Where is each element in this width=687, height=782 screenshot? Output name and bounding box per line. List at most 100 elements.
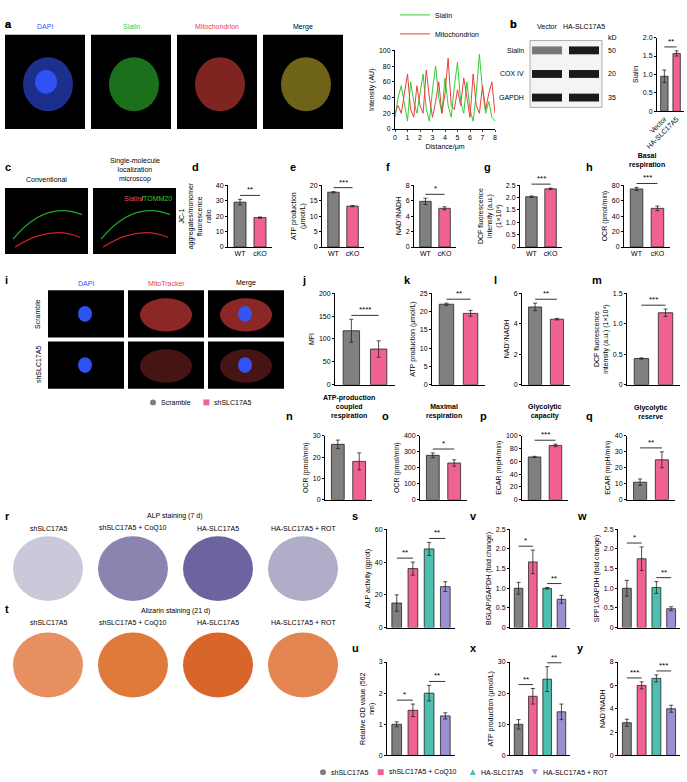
svg-text:p: p: [480, 410, 487, 422]
svg-text:ATP production (μmol/L): ATP production (μmol/L): [409, 301, 417, 376]
svg-text:**: **: [668, 37, 674, 46]
svg-text:ATP production (μmol/L): ATP production (μmol/L): [487, 671, 495, 746]
svg-text:x: x: [470, 642, 477, 654]
svg-text:ECAR (mpH/min): ECAR (mpH/min): [604, 441, 612, 495]
svg-text:a: a: [5, 18, 12, 30]
svg-text:0: 0: [610, 752, 614, 759]
svg-text:**: **: [648, 438, 654, 447]
svg-text:h: h: [586, 161, 593, 173]
svg-text:20: 20: [216, 213, 224, 220]
svg-text:10: 10: [420, 345, 428, 352]
svg-text:1.0: 1.0: [643, 71, 653, 78]
svg-text:0: 0: [379, 752, 383, 759]
svg-text:50: 50: [323, 358, 331, 365]
svg-text:100: 100: [319, 335, 331, 342]
svg-text:NAD⁺/NADH: NAD⁺/NADH: [503, 320, 510, 359]
svg-text:60: 60: [375, 526, 383, 533]
svg-text:NAD⁺/NADH: NAD⁺/NADH: [599, 689, 606, 728]
svg-text:2.0: 2.0: [496, 545, 506, 552]
svg-text:cKO: cKO: [544, 250, 558, 257]
svg-text:0: 0: [314, 243, 318, 250]
svg-text:1.0: 1.0: [604, 585, 614, 592]
svg-text:5: 5: [456, 134, 460, 141]
svg-text:30: 30: [615, 448, 623, 455]
svg-text:0.5: 0.5: [496, 604, 506, 611]
svg-text:1.5: 1.5: [496, 565, 506, 572]
svg-text:Merge: Merge: [293, 23, 313, 31]
svg-text:0: 0: [649, 108, 653, 115]
svg-text:**: **: [434, 528, 440, 537]
svg-text:15: 15: [310, 197, 318, 204]
svg-text:MFI: MFI: [308, 333, 315, 345]
svg-text:shSLC17A5: shSLC17A5: [30, 619, 67, 626]
svg-text:0: 0: [387, 125, 391, 132]
svg-text:cKO: cKO: [346, 250, 360, 257]
svg-text:200: 200: [404, 464, 416, 471]
svg-text:r: r: [5, 510, 10, 522]
svg-text:20: 20: [310, 182, 318, 189]
svg-text:Scramble: Scramble: [34, 299, 41, 329]
svg-text:Intensity (AU): Intensity (AU): [368, 69, 376, 111]
svg-text:k: k: [404, 274, 411, 286]
svg-text:80: 80: [612, 182, 620, 189]
svg-text:SPP1/GAPDH (fold change): SPP1/GAPDH (fold change): [593, 535, 601, 623]
svg-text:150: 150: [319, 313, 331, 320]
svg-text:0.5: 0.5: [613, 351, 623, 358]
svg-text:OCR (pmol/min): OCR (pmol/min): [302, 443, 310, 494]
svg-text:0: 0: [220, 243, 224, 250]
svg-text:Basalrespiration: Basalrespiration: [629, 152, 665, 169]
svg-text:Mitochondrion: Mitochondrion: [195, 23, 239, 30]
svg-text:***: ***: [541, 430, 550, 439]
svg-text:**: **: [551, 653, 557, 662]
svg-text:30: 30: [498, 658, 506, 665]
svg-text:f: f: [386, 161, 390, 173]
svg-text:15: 15: [420, 326, 428, 333]
svg-text:40: 40: [216, 182, 224, 189]
svg-text:DAPI: DAPI: [37, 23, 53, 30]
svg-text:m: m: [592, 274, 602, 286]
svg-text:1.5: 1.5: [613, 290, 623, 297]
svg-text:**: **: [551, 574, 557, 583]
svg-text:20: 20: [375, 591, 383, 598]
svg-text:a: a: [5, 18, 12, 30]
svg-text:20: 20: [313, 454, 321, 461]
svg-text:HA-SLC17A5: HA-SLC17A5: [197, 525, 239, 532]
svg-text:0: 0: [512, 243, 516, 250]
svg-text:6: 6: [468, 134, 472, 141]
svg-text:1: 1: [406, 134, 410, 141]
svg-text:0: 0: [412, 496, 416, 503]
svg-text:0: 0: [514, 496, 518, 503]
svg-text:s: s: [352, 510, 358, 522]
svg-text:HA-SLC17A5: HA-SLC17A5: [645, 115, 680, 150]
svg-text:Maximalrespiration: Maximalrespiration: [426, 403, 462, 420]
svg-text:Conventional: Conventional: [26, 176, 67, 183]
svg-text:Vector: Vector: [649, 115, 668, 134]
svg-text:2.0: 2.0: [604, 545, 614, 552]
svg-text:0: 0: [502, 752, 506, 759]
svg-text:100: 100: [506, 432, 518, 439]
svg-text:20: 20: [383, 110, 391, 117]
svg-text:w: w: [577, 510, 587, 522]
svg-text:35: 35: [608, 94, 616, 101]
svg-text:2.0: 2.0: [643, 34, 653, 41]
svg-text:Sialin/TOMM20: Sialin/TOMM20: [124, 195, 172, 202]
svg-text:**: **: [523, 675, 529, 684]
svg-text:Sialin: Sialin: [435, 12, 452, 19]
svg-text:HA-SLC17A5 + ROT: HA-SLC17A5 + ROT: [271, 525, 336, 532]
svg-text:kD: kD: [608, 34, 617, 41]
svg-text:WT: WT: [631, 250, 643, 257]
svg-text:2: 2: [406, 228, 410, 235]
svg-text:0: 0: [514, 381, 518, 388]
svg-text:*: *: [442, 439, 445, 448]
svg-text:0: 0: [393, 134, 397, 141]
svg-text:b: b: [510, 18, 517, 30]
svg-text:60: 60: [510, 458, 518, 465]
svg-text:NAD⁺/NADH: NAD⁺/NADH: [395, 197, 402, 236]
svg-text:GAPDH: GAPDH: [499, 94, 524, 101]
svg-text:**: **: [402, 548, 408, 557]
svg-text:*: *: [633, 533, 636, 542]
svg-text:cKO: cKO: [438, 250, 452, 257]
svg-text:t: t: [5, 603, 9, 615]
svg-text:BGLAP/GAPDH (fold change): BGLAP/GAPDH (fold change): [485, 532, 493, 625]
svg-text:ATP-productioncoupledrespirati: ATP-productioncoupledrespiration: [323, 394, 375, 420]
